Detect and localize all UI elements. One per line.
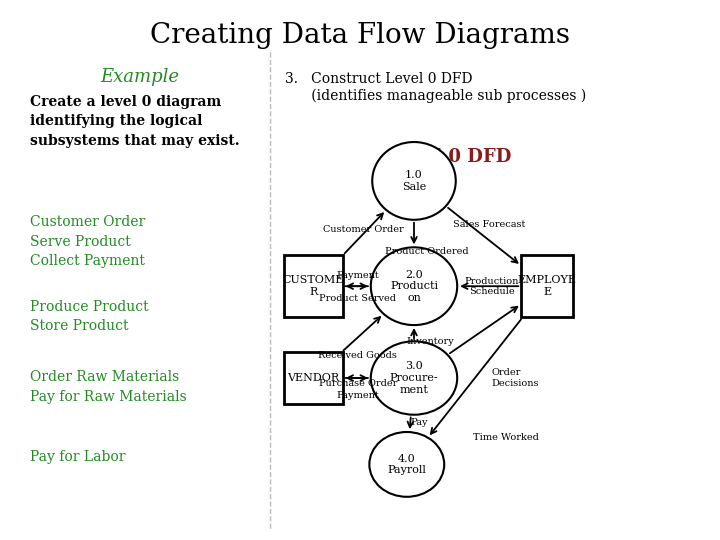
Text: Produce Product
Store Product: Produce Product Store Product — [30, 300, 148, 334]
Text: Example: Example — [101, 68, 179, 86]
Text: Production
Schedule: Production Schedule — [464, 276, 519, 296]
Text: Customer Order: Customer Order — [323, 225, 403, 234]
Ellipse shape — [371, 341, 457, 415]
Text: Create a level 0 diagram
identifying the logical
subsystems that may exist.: Create a level 0 diagram identifying the… — [30, 95, 240, 148]
Text: 3.0
Procure-
ment: 3.0 Procure- ment — [390, 361, 438, 395]
Text: 4.0
Payroll: 4.0 Payroll — [387, 454, 426, 475]
Text: Pay for Labor: Pay for Labor — [30, 450, 125, 464]
Text: VENDOR: VENDOR — [287, 373, 339, 383]
Ellipse shape — [372, 142, 456, 220]
Text: Received Goods: Received Goods — [318, 351, 397, 360]
Text: 1.0
Sale: 1.0 Sale — [402, 170, 426, 192]
Text: Pay: Pay — [410, 418, 428, 427]
Text: 3.   Construct Level 0 DFD
      (identifies manageable sub processes ): 3. Construct Level 0 DFD (identifies man… — [285, 72, 586, 103]
Ellipse shape — [369, 432, 444, 497]
Text: Order Raw Materials
Pay for Raw Materials: Order Raw Materials Pay for Raw Material… — [30, 370, 186, 403]
Bar — [284, 255, 343, 317]
Text: 2.0
Producti
on: 2.0 Producti on — [390, 269, 438, 303]
Text: Customer Order
Serve Product
Collect Payment: Customer Order Serve Product Collect Pay… — [30, 215, 145, 268]
Text: Product Ordered: Product Ordered — [385, 247, 469, 255]
Text: Payment: Payment — [336, 392, 379, 400]
Text: Sales Forecast: Sales Forecast — [454, 220, 526, 228]
Text: Inventory: Inventory — [406, 337, 454, 346]
Text: Time Worked: Time Worked — [472, 433, 539, 442]
Text: Product Served: Product Served — [320, 294, 396, 302]
Text: Order
Decisions: Order Decisions — [492, 368, 539, 388]
Text: Creating Data Flow Diagrams: Creating Data Flow Diagrams — [150, 22, 570, 49]
Ellipse shape — [371, 247, 457, 325]
Bar — [521, 255, 573, 317]
Text: Payment: Payment — [336, 271, 379, 280]
Text: Purchase Order: Purchase Order — [319, 379, 397, 388]
Bar — [284, 353, 343, 404]
Text: EMPLOYE
E: EMPLOYE E — [518, 275, 577, 297]
Text: CUSTOME
R: CUSTOME R — [282, 275, 344, 297]
Text: Level 0 DFD: Level 0 DFD — [389, 148, 511, 166]
